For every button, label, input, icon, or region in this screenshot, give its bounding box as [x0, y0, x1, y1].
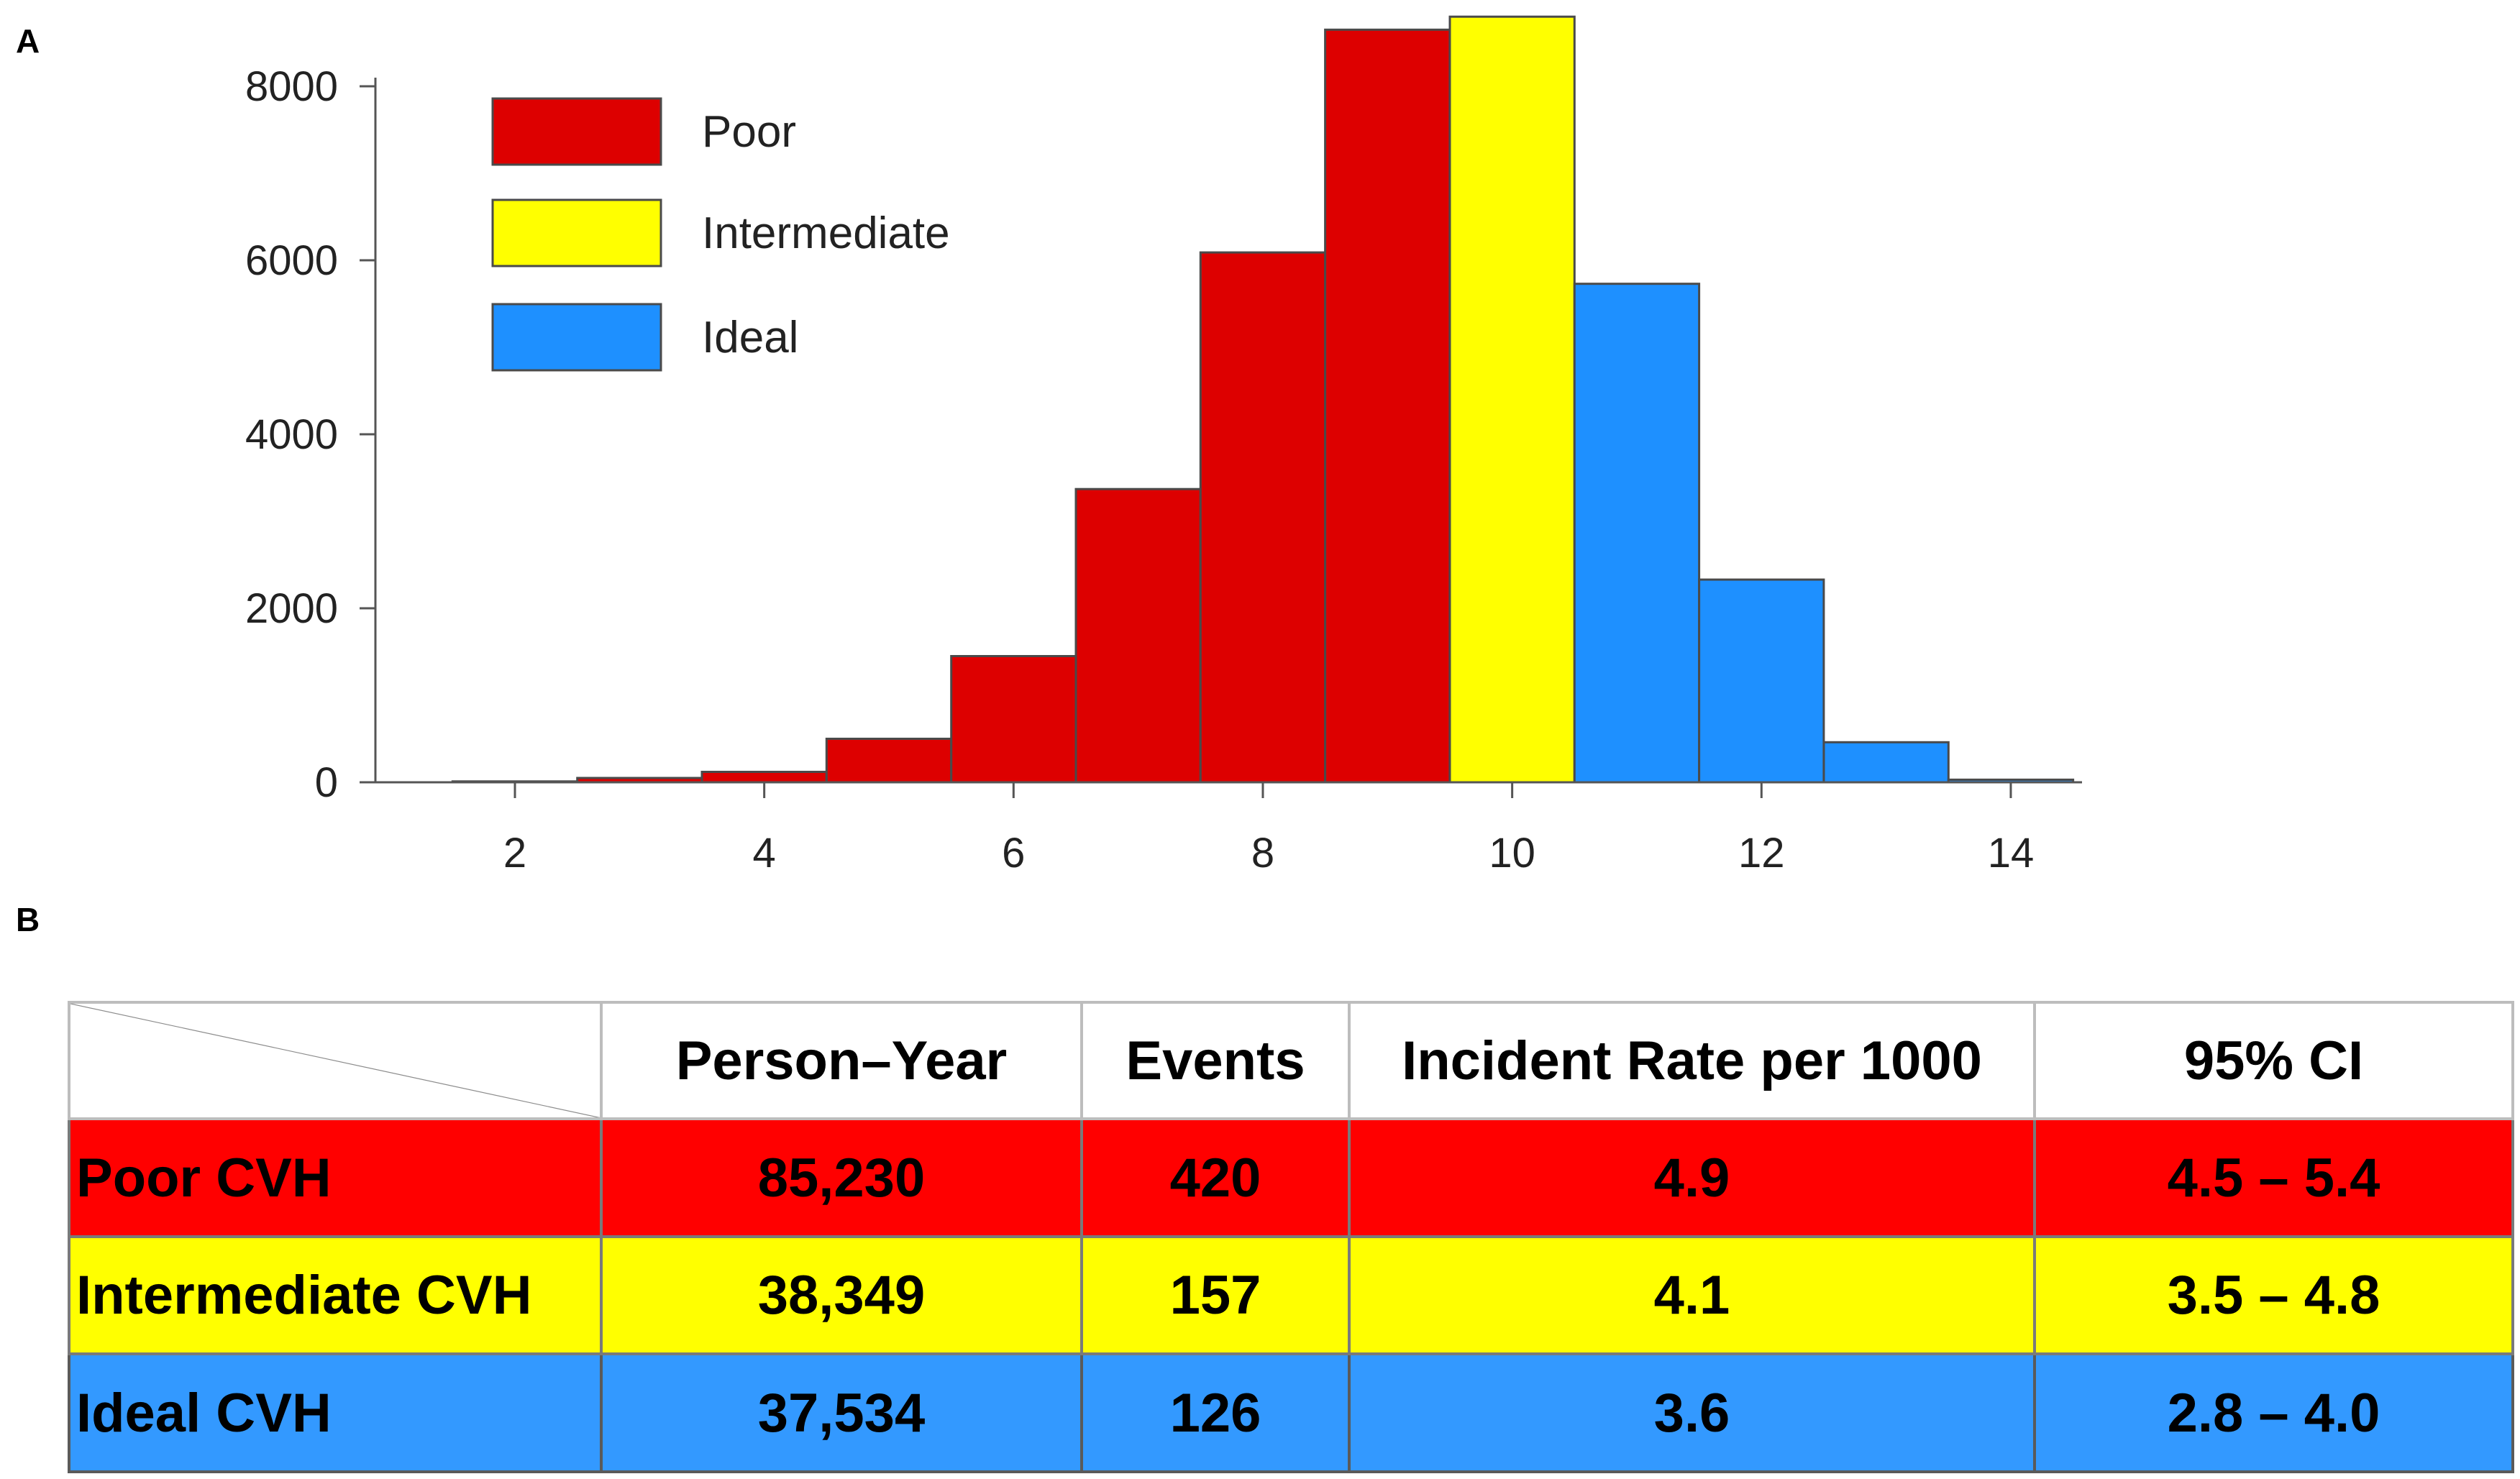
- bar-8: [1199, 251, 1327, 784]
- cell-person-year: 38,349: [600, 1235, 1083, 1356]
- legend-swatch-intermediate: [491, 198, 662, 267]
- header-events: Events: [1080, 1000, 1351, 1121]
- y-tick-label: 2000: [245, 585, 338, 632]
- bar-4: [700, 771, 828, 784]
- x-tick-label: 2: [503, 830, 526, 876]
- x-tick-label: 6: [1002, 830, 1025, 876]
- x-tick-label: 12: [1738, 830, 1785, 876]
- bar-6: [950, 655, 1077, 784]
- incidence-table: Person–Year Events Incident Rate per 100…: [68, 1000, 2514, 1473]
- table-header-row: Person–Year Events Incident Rate per 100…: [68, 1000, 2514, 1121]
- legend-label-ideal: Ideal: [702, 313, 798, 362]
- legend-label-poor: Poor: [702, 107, 796, 157]
- cell-person-year: 37,534: [600, 1352, 1083, 1473]
- cell-rate: 4.1: [1348, 1235, 2036, 1356]
- cell-rate: 4.9: [1348, 1117, 2036, 1238]
- cell-events: 157: [1080, 1235, 1351, 1356]
- x-tick-label: 8: [1251, 830, 1274, 876]
- header-person-year: Person–Year: [600, 1000, 1083, 1121]
- axes-layer: 0 2000 4000 6000 8000 2 4 6 8 10 12 14: [245, 63, 2082, 876]
- y-tick-label: 0: [315, 759, 338, 806]
- panel-b-label: B: [16, 901, 40, 938]
- row-label: Poor CVH: [68, 1117, 603, 1238]
- legend-label-intermediate: Intermediate: [702, 209, 950, 258]
- legend: Poor Intermediate Ideal: [491, 97, 950, 372]
- cell-person-year: 85,230: [600, 1117, 1083, 1238]
- table-corner-cell: [68, 1000, 603, 1121]
- bar-9: [1324, 28, 1451, 784]
- x-tick-label: 10: [1489, 830, 1535, 876]
- table-row-poor: Poor CVH 85,230 420 4.9 4.5 – 5.4: [68, 1117, 2514, 1238]
- bar-12: [1698, 578, 1825, 784]
- bar-10: [1448, 15, 1576, 784]
- row-label: Ideal CVH: [68, 1352, 603, 1473]
- header-incident-rate: Incident Rate per 1000: [1348, 1000, 2036, 1121]
- cell-events: 420: [1080, 1117, 1351, 1238]
- histogram-chart: 0 2000 4000 6000 8000 2 4 6 8 10 12 14 Poor Intermed…: [245, 15, 2082, 876]
- table-row-intermediate: Intermediate CVH 38,349 157 4.1 3.5 – 4.…: [68, 1235, 2514, 1356]
- bar-5: [825, 738, 953, 784]
- bar-7: [1074, 487, 1202, 784]
- cell-ci: 3.5 – 4.8: [2033, 1235, 2514, 1356]
- cell-ci: 2.8 – 4.0: [2033, 1352, 2514, 1473]
- legend-swatch-poor: [491, 97, 662, 166]
- bar-13: [1822, 741, 1950, 784]
- cell-ci: 4.5 – 5.4: [2033, 1117, 2514, 1238]
- header-ci: 95% CI: [2033, 1000, 2514, 1121]
- diagonal-divider: [70, 1004, 600, 1117]
- legend-swatch-ideal: [491, 303, 662, 372]
- cell-rate: 3.6: [1348, 1352, 2036, 1473]
- bar-11: [1573, 283, 1701, 784]
- panel-a-label: A: [16, 22, 40, 60]
- y-tick-label: 8000: [245, 63, 338, 110]
- x-tick-label: 4: [753, 830, 776, 876]
- bars-layer: [451, 15, 2075, 784]
- x-tick-label: 14: [1988, 830, 2035, 876]
- cell-events: 126: [1080, 1352, 1351, 1473]
- y-tick-label: 4000: [245, 411, 338, 458]
- row-label: Intermediate CVH: [68, 1235, 603, 1356]
- y-tick-label: 6000: [245, 237, 338, 284]
- table-row-ideal: Ideal CVH 37,534 126 3.6 2.8 – 4.0: [68, 1352, 2514, 1473]
